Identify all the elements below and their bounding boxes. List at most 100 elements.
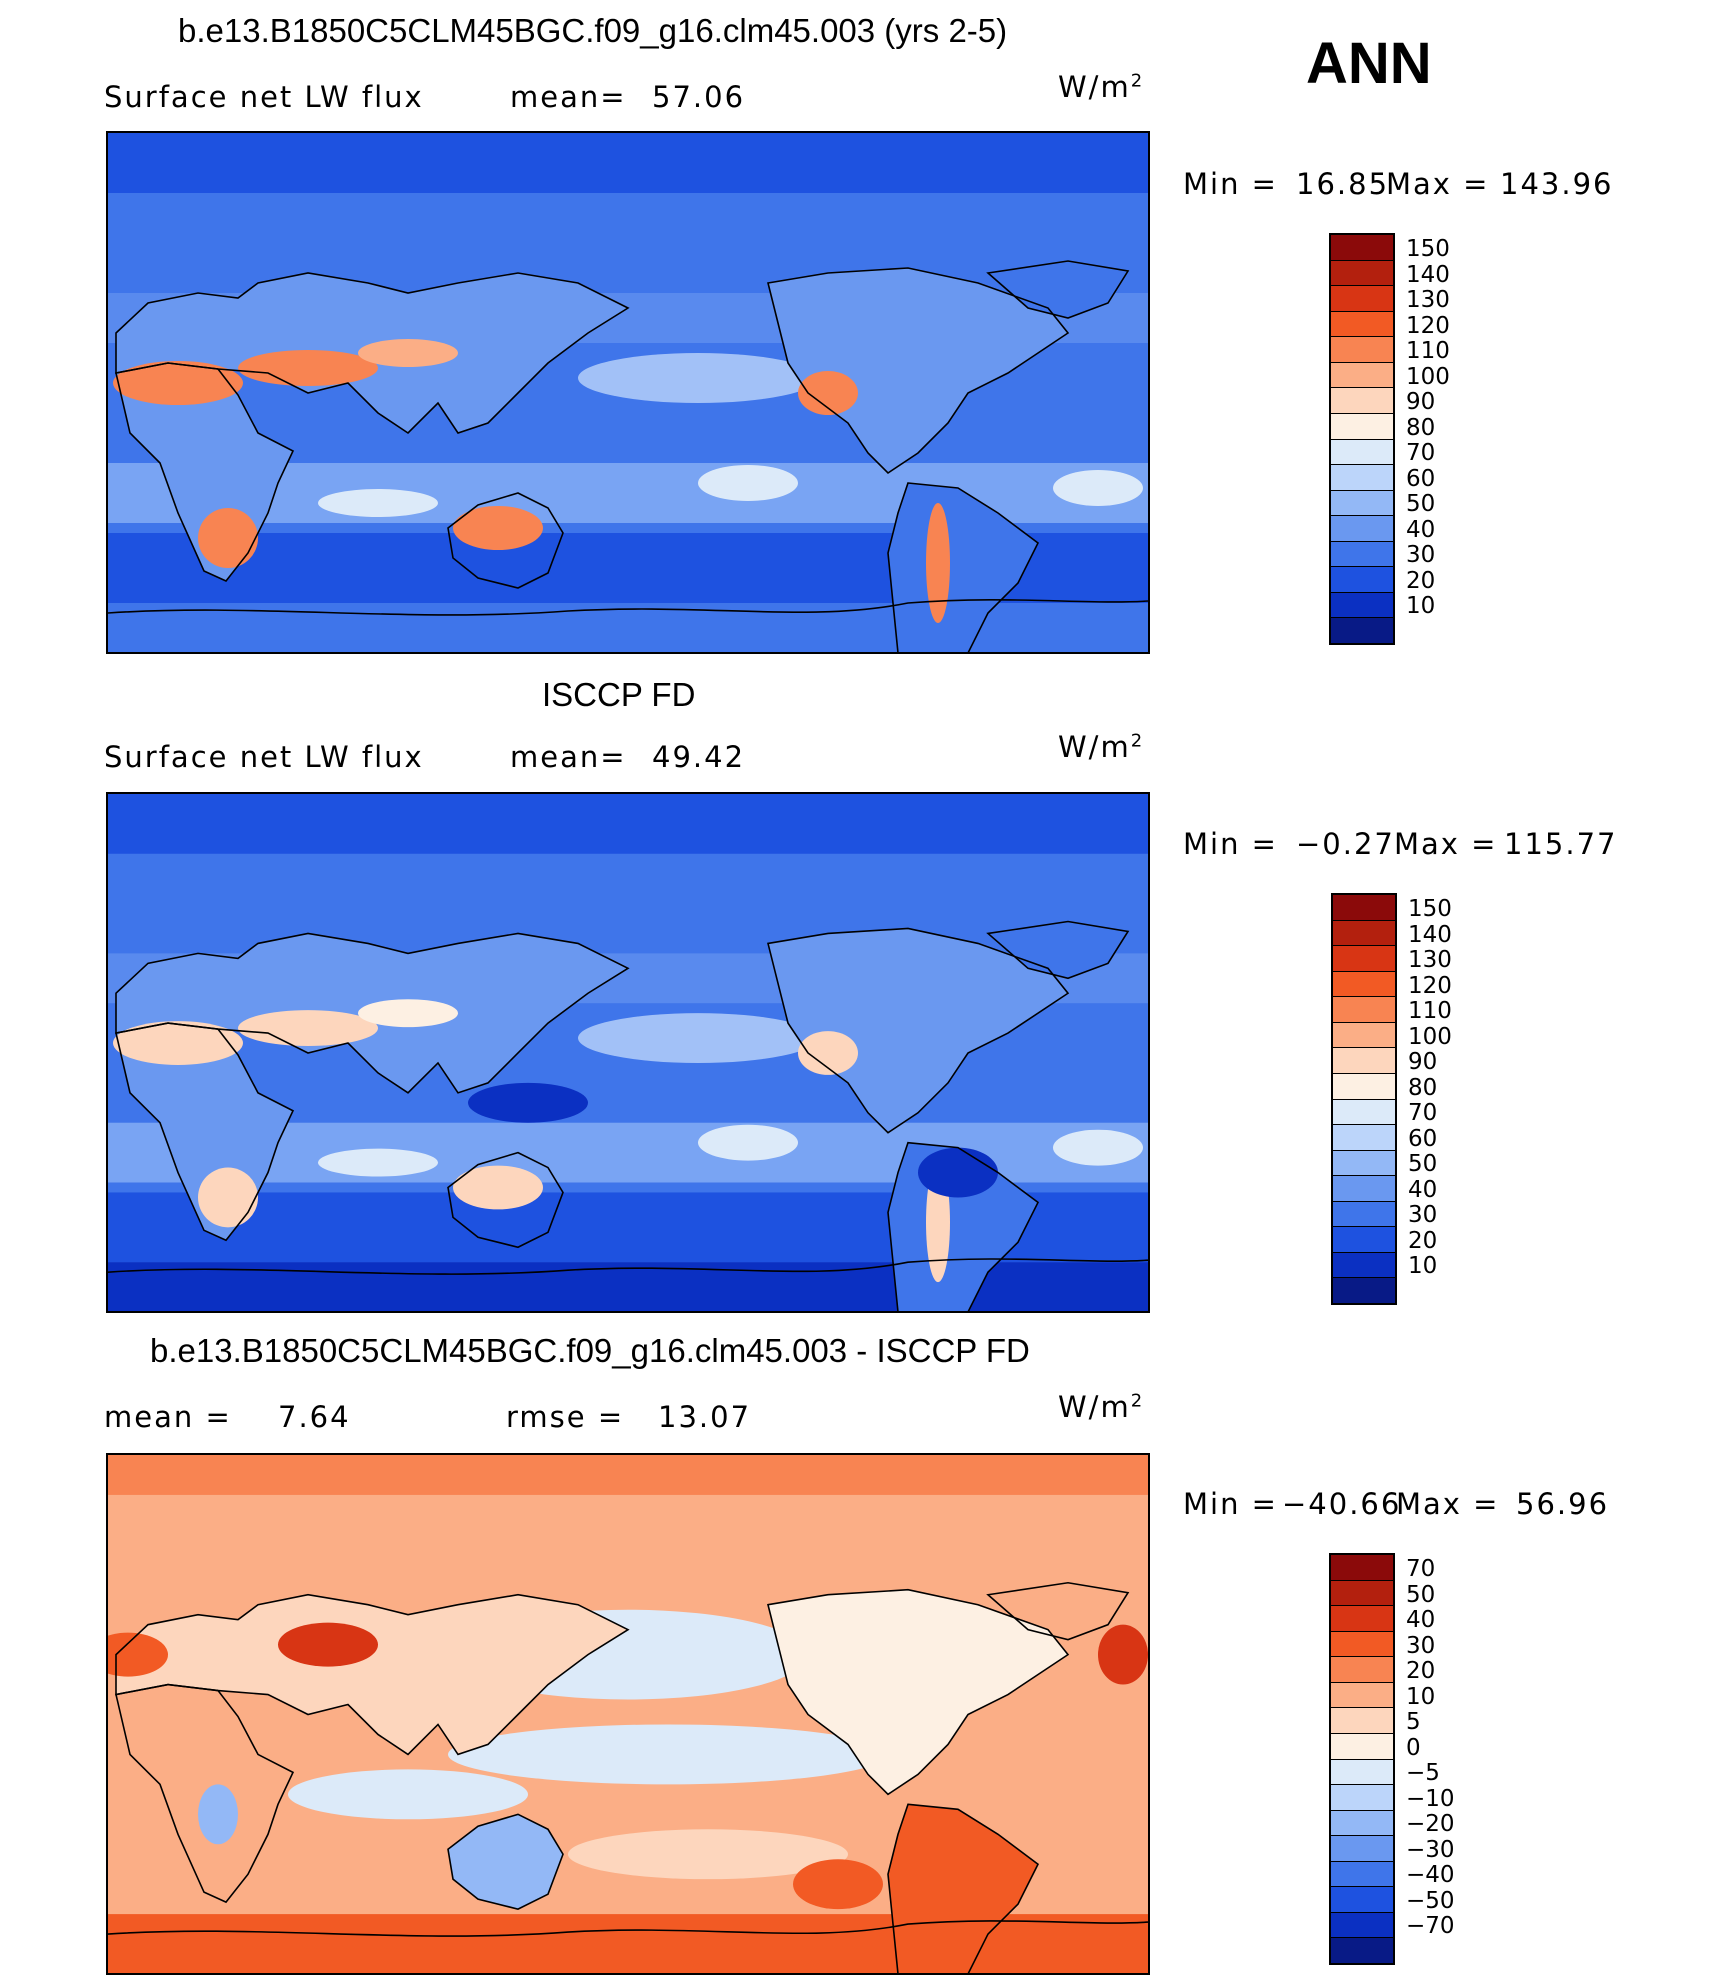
- coastline: [986, 920, 1130, 980]
- indian-clear-patch: [318, 489, 438, 517]
- colorbar-segment: [1333, 895, 1395, 921]
- colorbar-tick-label: 30: [1408, 1202, 1438, 1228]
- coastline: [887, 482, 1040, 652]
- colorbar-tick-label: −5: [1406, 1760, 1440, 1786]
- colorbar-tick-label: 130: [1406, 287, 1450, 313]
- arctic-warm-band: [108, 1455, 1148, 1495]
- north-america-field: [768, 928, 1068, 1133]
- mean-value: 57.06: [652, 80, 746, 114]
- min-label: Min =: [1183, 167, 1278, 201]
- colorbar-segment: [1333, 1150, 1395, 1177]
- map-diff-field: [108, 1455, 1148, 1973]
- colorbar-tick-label: 10: [1406, 1683, 1436, 1710]
- colorbar-tick-label: 5: [1406, 1709, 1421, 1735]
- mean-label: mean=: [510, 80, 627, 114]
- coastline: [108, 1920, 1148, 1937]
- south-america-diff: [888, 1804, 1038, 1973]
- colorbar-model: [1329, 233, 1395, 645]
- maritime-continent-coldspot: [468, 1082, 588, 1123]
- mean-value: 7.64: [278, 1400, 351, 1434]
- colorbar-segment: [1333, 997, 1395, 1023]
- coastline: [986, 260, 1130, 319]
- se-pacific-clear-patch: [698, 1124, 798, 1161]
- nw-africa-warm-edge: [1098, 1624, 1148, 1685]
- colorbar-segment: [1331, 337, 1393, 363]
- sahara-hotspot: [113, 361, 243, 405]
- colorbar-tick-label: 150: [1406, 236, 1450, 262]
- min-value: −0.27: [1296, 827, 1395, 861]
- central-asia-hotspot: [358, 999, 458, 1028]
- colorbar-tick-label: 50: [1408, 1151, 1438, 1177]
- colorbar-segment: [1333, 1278, 1395, 1303]
- colorbar-tick-label: 50: [1406, 1581, 1436, 1608]
- colorbar-tick-label: 140: [1406, 261, 1450, 288]
- rmse-label: rmse =: [506, 1400, 625, 1434]
- colorbar-segment: [1331, 1912, 1393, 1939]
- panel-title: b.e13.B1850C5CLM45BGC.f09_g16.clm45.003 …: [150, 1332, 1030, 1369]
- max-value: 56.96: [1516, 1487, 1610, 1521]
- mean-label: mean=: [510, 740, 627, 774]
- colorbar-segment: [1331, 1580, 1393, 1607]
- max-label: Max =: [1386, 167, 1490, 201]
- colorbar-segment: [1331, 592, 1393, 619]
- colorbar-tick-label: 110: [1406, 338, 1450, 364]
- max-value: 143.96: [1500, 167, 1614, 201]
- colorbar-segment: [1331, 1733, 1393, 1760]
- south-america-field: [888, 483, 1038, 652]
- colorbar-tick-label: 140: [1408, 921, 1452, 948]
- andes-hotspot: [926, 503, 950, 623]
- colorbar-segment: [1333, 1176, 1395, 1202]
- arabia-hotspot: [238, 350, 378, 386]
- units-label: W/m2: [1058, 70, 1145, 104]
- polar-band-north: [108, 794, 1148, 854]
- panel-title: b.e13.B1850C5CLM45BGC.f09_g16.clm45.003 …: [178, 12, 1008, 49]
- colorbar-tick-label: 60: [1408, 1125, 1438, 1152]
- tibet-warm: [278, 1622, 378, 1667]
- colorbar-segment: [1331, 260, 1393, 287]
- colorbar-tick-label: 10: [1408, 1253, 1438, 1279]
- colorbar-segment: [1331, 1836, 1393, 1862]
- colorbar-tick-label: 60: [1406, 465, 1436, 492]
- variable-label: Surface net LW flux: [104, 740, 424, 774]
- mean-label: mean =: [104, 1400, 232, 1434]
- colorbar-tick-label: 30: [1406, 1632, 1436, 1659]
- colorbar-segment: [1331, 1938, 1393, 1963]
- colorbar-tick-label: 80: [1406, 414, 1436, 441]
- colorbar-segment: [1331, 1682, 1393, 1709]
- map-obs-field: [108, 794, 1148, 1311]
- colorbar-tick-label: −40: [1406, 1862, 1455, 1888]
- colorbar-segment: [1331, 1708, 1393, 1734]
- colorbar-segment: [1331, 413, 1393, 440]
- coastline: [115, 1593, 630, 1756]
- colorbar-tick-label: 70: [1406, 1556, 1436, 1582]
- map-model-field: [108, 133, 1148, 652]
- coastline: [887, 1141, 1040, 1311]
- coastline: [447, 1151, 564, 1249]
- coastline: [108, 1258, 1148, 1275]
- colorbar-tick-label: 40: [1406, 1607, 1436, 1633]
- panel-title: ISCCP FD: [542, 676, 696, 713]
- coastline: [986, 1581, 1130, 1641]
- min-value: −40.66: [1282, 1487, 1402, 1521]
- amazon-coldspot: [918, 1147, 998, 1198]
- colorbar-tick-label: 20: [1406, 1658, 1436, 1684]
- map-model: [106, 131, 1150, 654]
- coastline: [767, 927, 1070, 1134]
- colorbar-segment: [1333, 1022, 1395, 1049]
- tropical-pacific-cool: [448, 1724, 888, 1785]
- colorbar-segment: [1331, 1810, 1393, 1837]
- colorbar-segment: [1333, 1252, 1395, 1279]
- min-value: 16.85: [1296, 167, 1390, 201]
- colorbar-segment: [1331, 1606, 1393, 1632]
- colorbar-tick-label: 40: [1408, 1176, 1438, 1203]
- indian-ocean-cool: [288, 1769, 528, 1820]
- colorbar-segment: [1331, 286, 1393, 312]
- coastline: [115, 362, 295, 582]
- coastline: [447, 492, 564, 589]
- pacific-clear-patch: [578, 353, 818, 403]
- colorbar-tick-label: 130: [1408, 947, 1452, 973]
- colorbar-tick-label: −20: [1406, 1811, 1455, 1837]
- max-label: Max =: [1394, 827, 1498, 861]
- colorbar-tick-label: 100: [1408, 1023, 1452, 1050]
- season-label: ANN: [1306, 31, 1432, 96]
